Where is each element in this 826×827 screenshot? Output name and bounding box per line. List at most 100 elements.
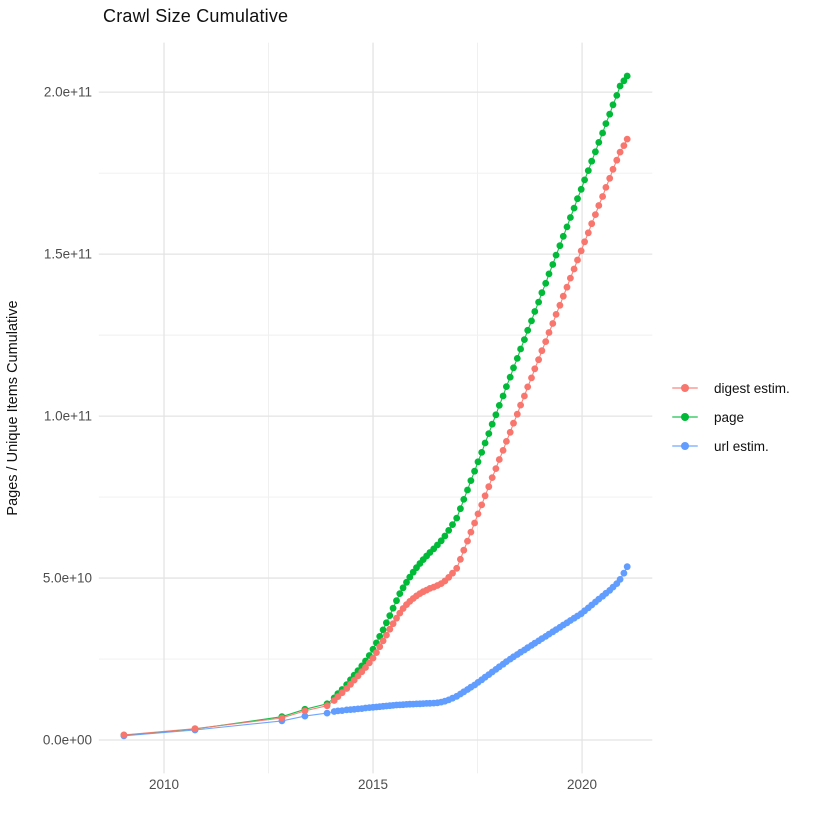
legend-key-url-icon <box>670 438 700 454</box>
data-point <box>559 232 567 240</box>
data-point <box>623 563 631 571</box>
data-point <box>386 612 394 619</box>
legend-item-page: page <box>670 407 790 427</box>
data-point <box>488 420 496 428</box>
series-line <box>123 75 628 736</box>
data-point <box>609 165 617 173</box>
data-point <box>570 265 578 273</box>
data-point <box>457 505 464 513</box>
data-point <box>524 383 532 391</box>
data-point <box>474 510 482 518</box>
data-point <box>506 373 514 381</box>
data-point <box>592 148 599 156</box>
data-point <box>485 483 493 491</box>
y-tick-label: 5.0e+10 <box>43 571 92 586</box>
data-point <box>365 659 373 667</box>
data-point <box>362 664 369 671</box>
axis-tick-labels: 2010 2015 2020 0.0e+00 5.0e+10 1.0e+11 1.5e+11… <box>43 85 597 792</box>
data-point <box>441 532 449 540</box>
data-point <box>449 569 456 577</box>
data-point <box>503 438 510 445</box>
data-point <box>521 392 528 400</box>
y-tick-label: 2.0e+11 <box>44 85 92 100</box>
legend-label-digest-estim: digest estim. <box>714 380 790 396</box>
data-point <box>449 521 456 528</box>
data-point <box>581 176 588 184</box>
data-point <box>620 569 628 577</box>
data-point <box>592 211 599 219</box>
legend-key-page-icon <box>670 409 700 425</box>
y-tick-label: 1.0e+11 <box>44 409 92 424</box>
data-point <box>588 157 596 165</box>
data-point <box>495 402 503 409</box>
data-point <box>379 626 387 634</box>
data-point <box>613 92 621 99</box>
data-point <box>620 77 628 85</box>
data-point <box>623 135 631 143</box>
data-point <box>467 528 475 536</box>
data-point <box>492 465 500 472</box>
data-point <box>191 725 199 733</box>
data-point <box>481 439 489 447</box>
data-point <box>471 467 478 475</box>
data-point <box>623 72 631 80</box>
data-point <box>563 223 571 231</box>
data-point <box>460 546 468 554</box>
data-point <box>464 537 471 545</box>
data-point <box>389 604 397 612</box>
data-point <box>471 519 478 527</box>
data-point <box>301 712 309 720</box>
legend-item-url-estim: url estim. <box>670 436 790 456</box>
data-point <box>301 707 309 715</box>
data-point <box>521 336 528 343</box>
data-point <box>389 620 397 628</box>
data-point <box>492 411 500 419</box>
data-point <box>535 356 542 364</box>
data-point <box>445 527 453 534</box>
data-point <box>616 82 624 90</box>
data-point <box>386 625 394 633</box>
data-point <box>457 555 464 563</box>
data-point <box>478 449 486 456</box>
data-point <box>552 311 560 318</box>
legend-key-digest-icon <box>670 380 700 396</box>
data-point <box>517 345 524 353</box>
data-point <box>403 578 410 586</box>
data-point <box>393 614 400 622</box>
data-point <box>567 214 574 221</box>
data-point <box>574 256 581 264</box>
data-point <box>577 185 585 193</box>
x-tick-label: 2010 <box>149 777 179 792</box>
legend-label-url-estim: url estim. <box>714 438 769 454</box>
data-point <box>485 430 493 437</box>
gridlines-minor <box>98 42 653 774</box>
data-point <box>545 270 553 278</box>
data-point <box>538 289 546 297</box>
chart-title: Crawl Size Cumulative <box>103 6 289 26</box>
data-point <box>524 326 532 334</box>
data-point <box>517 401 524 409</box>
data-point <box>437 537 445 545</box>
data-point <box>549 261 557 268</box>
data-point <box>393 597 400 605</box>
data-point <box>545 329 553 336</box>
series-digest-estim <box>120 135 631 739</box>
data-point <box>616 576 624 583</box>
data-point <box>510 364 517 372</box>
data-point <box>528 374 535 382</box>
data-point <box>474 458 482 466</box>
data-point <box>278 714 286 722</box>
data-point <box>595 139 603 146</box>
data-point <box>453 564 461 572</box>
data-point <box>373 649 380 656</box>
legend-label-page: page <box>714 409 745 425</box>
data-point <box>376 643 384 651</box>
data-point <box>599 193 606 200</box>
data-point <box>584 229 592 237</box>
data-point <box>563 283 571 291</box>
data-point <box>535 298 542 306</box>
data-point <box>467 477 475 484</box>
data-point <box>513 355 521 362</box>
